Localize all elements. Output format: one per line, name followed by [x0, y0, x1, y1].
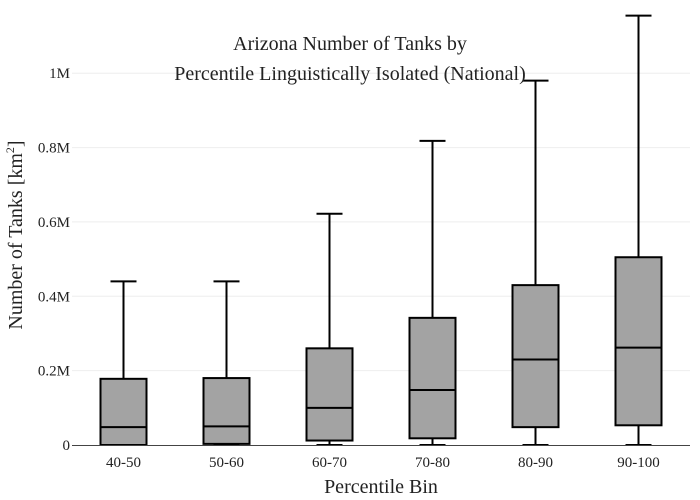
- iqr-box: [511, 284, 560, 429]
- iqr-box: [99, 377, 148, 447]
- y-axis-title-superscript: 2: [3, 147, 17, 153]
- y-axis-title: Number of Tanks [km2]: [3, 140, 27, 329]
- x-tick-labels: 40-50 50-60 60-70 70-80 80-90 90-100: [106, 455, 660, 471]
- chart-title-line-2: Percentile Linguistically Isolated (Nati…: [174, 63, 526, 85]
- x-tick-label: 70-80: [415, 455, 450, 471]
- x-axis-title: Percentile Bin: [324, 476, 438, 498]
- x-tick-label: 50-60: [209, 455, 244, 471]
- y-tick-labels: 0 0.2M 0.4M 0.6M 0.8M 1M: [38, 66, 70, 454]
- y-tick-label: 0.6M: [38, 215, 70, 231]
- x-tick-label: 80-90: [518, 455, 553, 471]
- y-tick-label: 0: [63, 438, 71, 454]
- iqr-box: [614, 256, 663, 427]
- y-tick-label: 0.8M: [38, 141, 70, 157]
- box-60-70: [305, 212, 354, 446]
- iqr-box: [408, 316, 457, 440]
- box-90-100: [614, 14, 663, 446]
- chart-title-line-1: Arizona Number of Tanks by: [233, 33, 467, 55]
- iqr-box: [305, 347, 354, 442]
- y-axis-title-close: ]: [5, 140, 27, 147]
- box-80-90: [511, 79, 560, 446]
- x-tick-label: 90-100: [617, 455, 660, 471]
- y-axis-title-main: Number of Tanks [km: [5, 153, 27, 330]
- grid-lines: [72, 72, 690, 372]
- box-series: [99, 14, 663, 447]
- box-50-60: [202, 280, 251, 446]
- box-70-80: [408, 139, 457, 446]
- x-tick-label: 40-50: [106, 455, 141, 471]
- x-tick-label: 60-70: [312, 455, 347, 471]
- y-tick-label: 0.2M: [38, 364, 70, 380]
- box-40-50: [99, 280, 148, 447]
- y-tick-label: 0.4M: [38, 289, 70, 305]
- iqr-box: [202, 377, 251, 445]
- y-tick-label: 1M: [49, 66, 70, 82]
